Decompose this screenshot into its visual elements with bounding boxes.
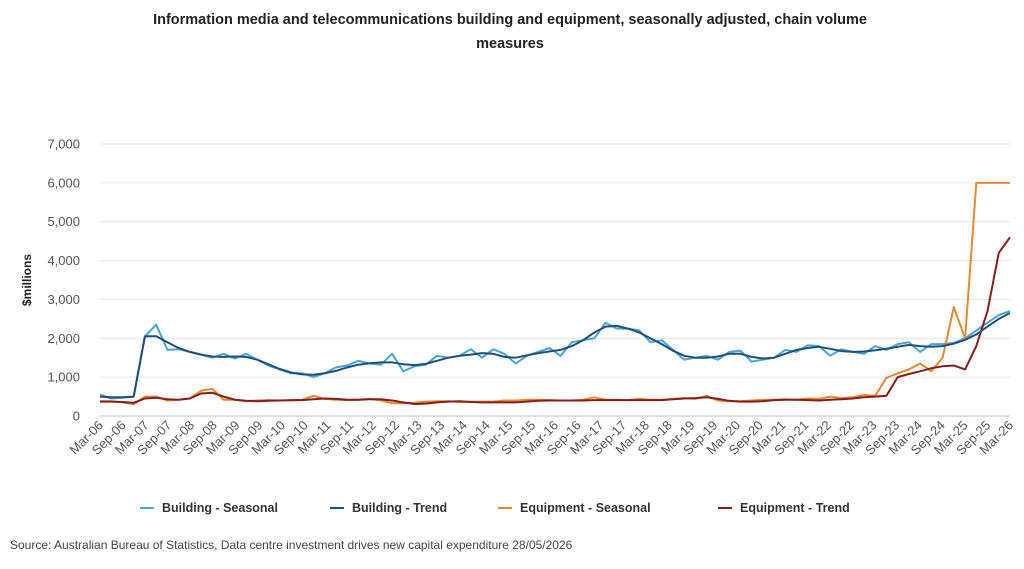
- legend-label: Equipment - Seasonal: [520, 501, 651, 515]
- legend: Building - Seasonal Building - Trend Equ…: [130, 498, 890, 518]
- legend-label: Equipment - Trend: [740, 501, 850, 515]
- source-note: Source: Australian Bureau of Statistics,…: [10, 538, 573, 552]
- legend-label: Building - Seasonal: [162, 501, 278, 515]
- legend-swatch-equipment-trend: [718, 507, 732, 509]
- series-line-building-seasonal: [100, 310, 1011, 400]
- series-line-equipment-seasonal: [100, 181, 1010, 406]
- y-axis-label: $millions: [20, 254, 34, 306]
- legend-item-building-trend: Building - Trend: [330, 498, 447, 518]
- legend-item-equipment-seasonal: Equipment - Seasonal: [498, 498, 651, 518]
- legend-swatch-equipment-seasonal: [498, 507, 512, 509]
- chart-title: Information media and telecommunications…: [153, 12, 867, 52]
- series-line-building-trend: [100, 312, 1011, 399]
- y-tick-label: 0: [73, 409, 80, 424]
- y-tick-label: 1,000: [47, 370, 80, 385]
- legend-swatch-building-seasonal: [140, 507, 154, 509]
- line-chart: 0 1,000 2,000 3,000 4,000 5,000 6,000 7,000 $mil…: [20, 137, 1016, 458]
- y-tick-label: 5,000: [47, 214, 80, 229]
- y-tick-label: 2,000: [47, 331, 80, 346]
- legend-swatch-building-trend: [330, 507, 344, 509]
- legend-item-equipment-trend: Equipment - Trend: [718, 498, 850, 518]
- y-tick-label: 6,000: [47, 175, 80, 190]
- legend-label: Building - Trend: [352, 501, 448, 515]
- series-line-equipment-trend: [100, 236, 1011, 405]
- legend-item-building-seasonal: Building - Seasonal: [140, 498, 278, 518]
- y-tick-label: 4,000: [47, 253, 80, 268]
- y-tick-label: 7,000: [47, 137, 80, 152]
- y-tick-label: 3,000: [47, 292, 80, 307]
